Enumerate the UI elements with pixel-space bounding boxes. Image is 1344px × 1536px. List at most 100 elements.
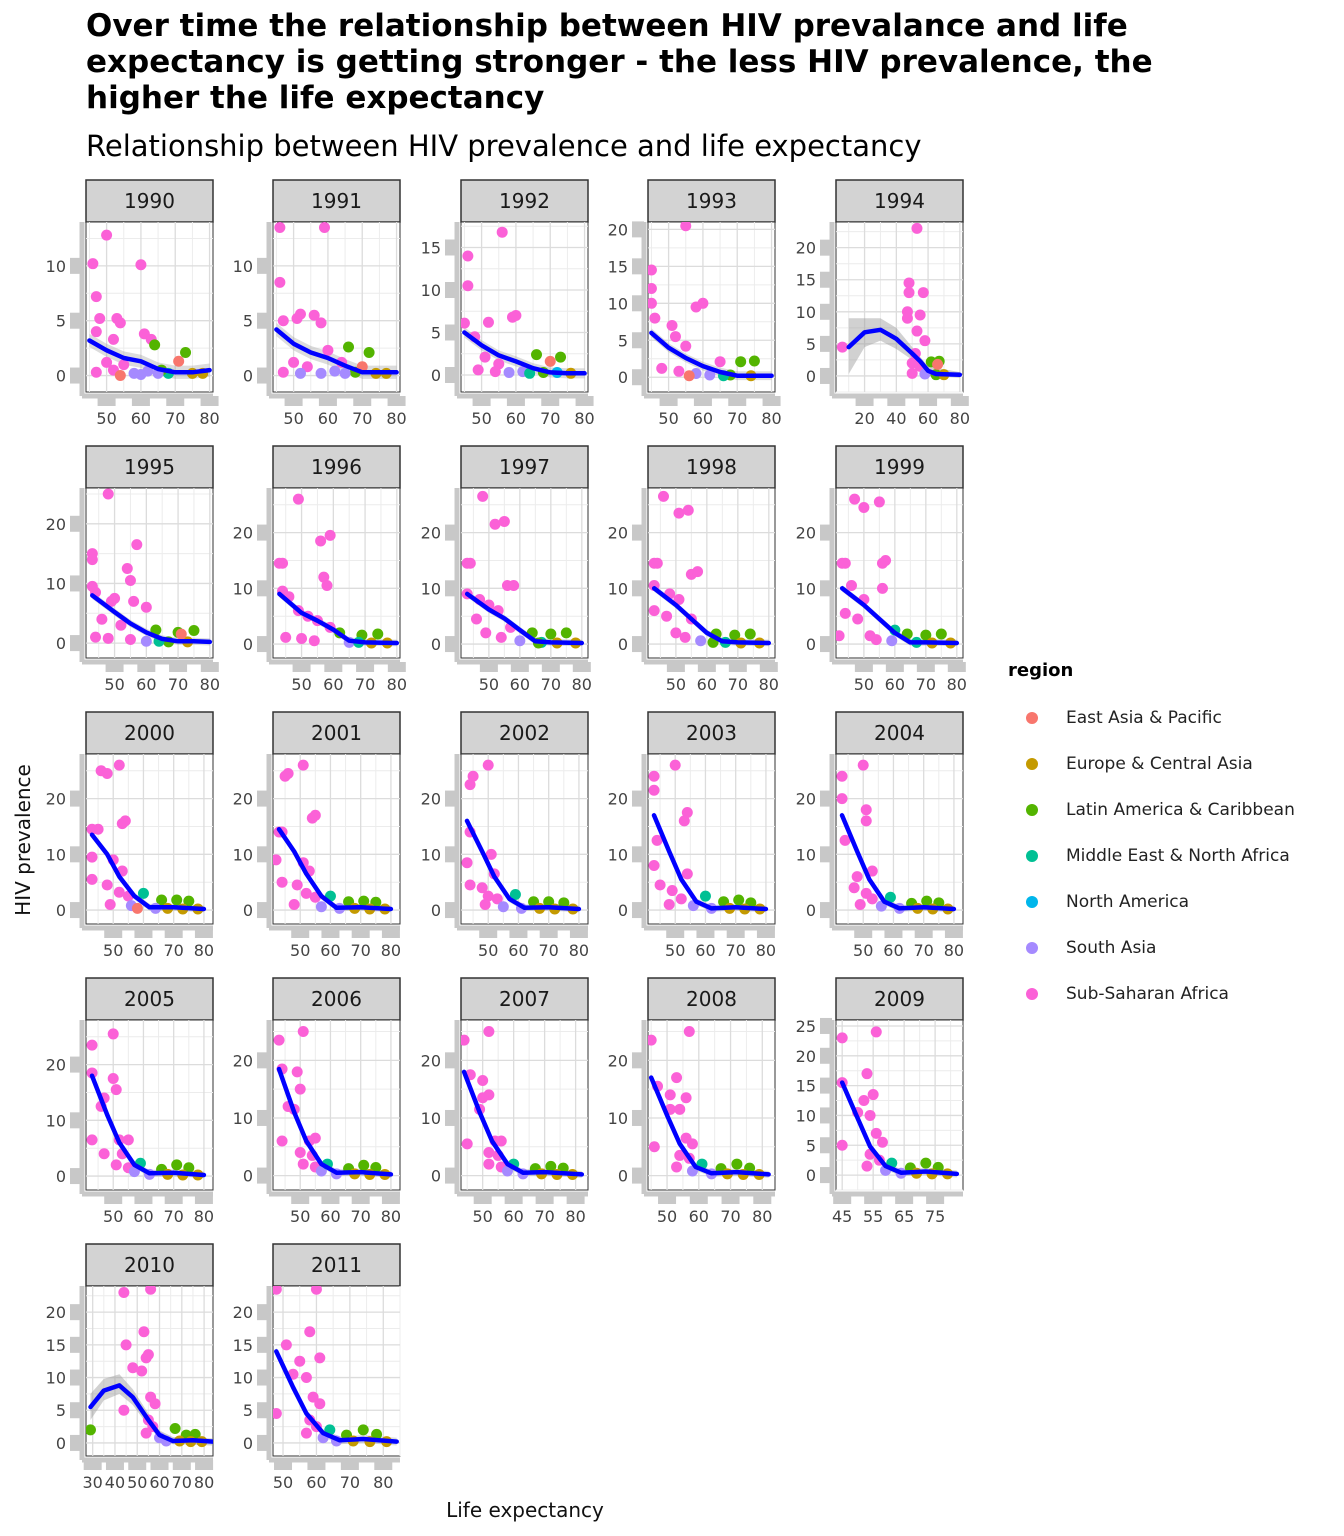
x-tick-label: 80: [565, 1207, 585, 1226]
data-point: [276, 1135, 288, 1147]
y-tick-label: 20: [233, 524, 253, 543]
data-point: [932, 358, 944, 370]
y-tick-label: 0: [806, 901, 816, 920]
y-tick-mark: [820, 335, 832, 352]
x-tick-mark: [274, 1460, 293, 1470]
panel-border: [85, 1019, 214, 1191]
data-point: [274, 276, 286, 288]
data-point: [114, 317, 126, 329]
x-tick-label: 70: [340, 1473, 360, 1492]
y-tick-mark: [70, 790, 82, 807]
data-point: [107, 1073, 119, 1085]
data-point: [121, 563, 133, 575]
facet-panel-1997: 1997 50 60 70 80 0 10 20: [421, 445, 592, 694]
y-tick-mark: [257, 1052, 269, 1069]
data-point: [669, 331, 681, 343]
data-point: [864, 1109, 876, 1121]
data-point: [692, 566, 704, 578]
data-point: [86, 1039, 98, 1051]
facet-panel-1990: 1990 50 60 70 80 0 5 10: [46, 179, 220, 428]
data-point: [86, 554, 98, 566]
data-point: [479, 351, 491, 363]
y-tick-mark: [70, 846, 82, 863]
data-point: [854, 898, 866, 910]
data-point: [462, 250, 474, 262]
y-tick-label: 0: [618, 635, 628, 654]
data-point: [648, 283, 657, 295]
data-point: [86, 1424, 96, 1436]
y-tick-mark: [257, 790, 269, 807]
data-point: [372, 628, 384, 640]
x-tick-label: 70: [351, 1207, 371, 1226]
facet-strip: [85, 445, 214, 489]
x-tick-label: 70: [165, 409, 185, 428]
data-point: [461, 317, 470, 329]
data-point: [531, 349, 543, 361]
y-tick-mark: [257, 524, 269, 541]
data-point: [675, 893, 687, 905]
data-point: [461, 1034, 470, 1046]
data-point: [651, 557, 663, 569]
data-point: [135, 259, 147, 271]
x-tick-mark: [728, 662, 747, 672]
facet-panel-1999: 1999 50 60 70 80 0 10 20: [796, 445, 967, 694]
x-tick-label: 60: [320, 941, 340, 960]
data-point: [729, 629, 741, 641]
y-tick-mark: [820, 1137, 832, 1154]
data-point: [876, 1136, 888, 1148]
data-point: [673, 593, 685, 605]
y-tick-mark: [632, 1167, 644, 1184]
data-point: [114, 370, 126, 382]
y-tick-mark: [445, 580, 457, 597]
y-tick-label: 20: [608, 790, 628, 809]
y-tick-label: 10: [46, 1111, 66, 1130]
smooth-line: [88, 1383, 213, 1444]
x-tick-label: 50: [478, 941, 498, 960]
y-tick-mark: [70, 575, 82, 592]
x-tick-label: 60: [133, 941, 153, 960]
y-tick-mark: [257, 1402, 269, 1419]
data-point: [115, 619, 127, 631]
panel-data: [836, 759, 957, 915]
x-tick-label: 50: [290, 941, 310, 960]
y-tick-label: 20: [796, 524, 816, 543]
facet-panel-1995: 1995 50 60 70 80 0 10 20: [46, 445, 220, 694]
y-tick-mark: [70, 902, 82, 919]
data-point: [836, 1139, 848, 1151]
x-tick-mark: [321, 928, 340, 938]
data-point: [686, 1138, 698, 1150]
y-tick-mark: [70, 635, 82, 652]
y-tick-mark: [257, 902, 269, 919]
facet-panel-2010: 2010 30 40 50 60 70 80 0 5 10 15 20: [46, 1243, 214, 1492]
data-point: [113, 759, 125, 771]
data-point: [300, 1372, 312, 1384]
data-point: [836, 793, 848, 805]
x-tick-label: 50: [471, 409, 491, 428]
smooth-line: [839, 586, 960, 646]
data-point: [880, 554, 892, 566]
data-point: [118, 359, 130, 371]
x-tick-label: 70: [541, 675, 561, 694]
smooth-line: [461, 1069, 585, 1177]
data-point: [301, 361, 313, 373]
x-tick-label: 60: [695, 941, 715, 960]
legend-item: North America: [1008, 879, 1338, 925]
y-tick-mark: [445, 1167, 457, 1184]
y-tick-mark: [70, 1434, 82, 1451]
data-point: [101, 879, 113, 891]
panel-data: [86, 1286, 213, 1448]
x-tick-label: 50: [127, 1473, 147, 1492]
x-tick-label: 80: [569, 941, 589, 960]
data-point: [294, 308, 306, 320]
x-tick-label: 55: [863, 1207, 883, 1226]
x-tick-mark: [509, 928, 528, 938]
data-point: [649, 312, 661, 324]
legend-swatch: [1026, 896, 1038, 908]
data-point: [680, 1092, 692, 1104]
x-tick-mark: [759, 662, 778, 672]
x-tick-label: 70: [164, 1207, 184, 1226]
x-tick-mark: [756, 928, 775, 938]
x-tick-mark: [479, 662, 498, 672]
x-tick-label: 60: [503, 1207, 523, 1226]
